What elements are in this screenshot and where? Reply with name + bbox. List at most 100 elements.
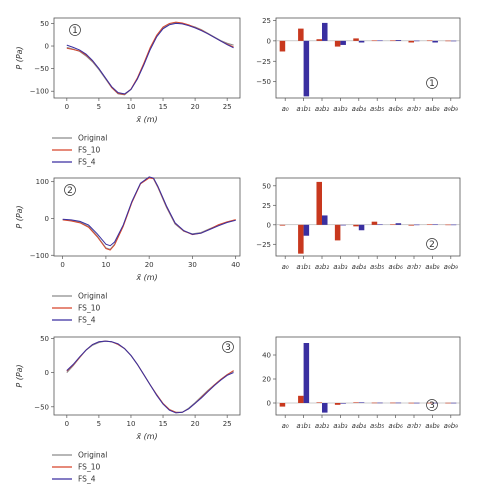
bar-a-coef	[390, 40, 396, 42]
legend-label: FS_10	[78, 304, 100, 313]
bar-a-coef	[408, 40, 414, 43]
legend-label: Original	[78, 134, 107, 143]
bar-a-coef	[279, 224, 286, 226]
bar-a-coef	[371, 40, 378, 42]
x-tick-label: 5	[97, 420, 101, 428]
bar-b-coef	[414, 40, 420, 42]
bar-b-coef	[395, 402, 402, 404]
x-tick-label: 0	[65, 420, 69, 428]
x-tick-label: 10	[127, 103, 136, 111]
x-tick-label: 10	[127, 420, 136, 428]
x-axis-label: x̃ (m)	[135, 432, 157, 441]
coef-label: a₀	[282, 422, 289, 430]
bar-a-coef	[353, 38, 359, 41]
y-tick-label: −50	[34, 403, 49, 411]
bar-a-coef	[408, 224, 414, 226]
coef-label: a₉b₉	[444, 105, 459, 113]
x-tick-label: 20	[145, 261, 154, 269]
y-tick-label: −25	[256, 58, 271, 66]
legend-label: FS_10	[78, 463, 100, 472]
bar-b-coef	[303, 343, 310, 403]
coef-label: a₄b₄	[352, 105, 367, 113]
bar-b-coef	[432, 402, 438, 404]
coef-label: a₃b₃	[333, 105, 348, 113]
bar-b-coef	[303, 40, 310, 97]
y-tick-label: 25	[262, 17, 271, 25]
bar-a-coef	[334, 40, 341, 47]
series-line-fs10	[66, 21, 234, 95]
y-tick-label: 0	[267, 400, 271, 408]
bar-b-coef	[377, 402, 383, 404]
x-tick-label: 30	[188, 261, 197, 269]
bar-b-coef	[432, 40, 438, 43]
x-tick-label: 10	[101, 261, 110, 269]
bar-b-coef	[340, 224, 346, 226]
coef-label: a₁b₁	[296, 422, 311, 430]
bar-b-coef	[377, 224, 383, 226]
coef-label: a₈b₈	[425, 263, 440, 271]
series-line-fs4	[62, 176, 236, 247]
x-axis-label: x̃ (m)	[135, 115, 157, 124]
bar-b-coef	[395, 40, 402, 41]
series-line-fs10	[66, 340, 234, 413]
panel-id-label: 2	[429, 240, 435, 250]
x-tick-label: 0	[60, 261, 64, 269]
x-tick-label: 15	[159, 420, 168, 428]
y-tick-label: −100	[30, 252, 49, 260]
bar-a-coef	[334, 224, 341, 241]
coef-label: a₁b₁	[296, 105, 311, 113]
x-tick-label: 15	[159, 103, 168, 111]
y-axis-label: P (Pa)	[15, 364, 24, 387]
y-tick-label: 50	[40, 20, 49, 28]
panel-id-label: 3	[225, 343, 231, 353]
coef-label: a₇b₇	[407, 422, 422, 430]
bar-b-coef	[322, 22, 328, 41]
coef-label: a₉b₉	[444, 422, 459, 430]
bar-b-coef	[322, 403, 328, 413]
bar-a-coef	[445, 40, 451, 42]
bar-plot-frame	[275, 17, 461, 99]
series-line-original	[66, 340, 234, 413]
bar-a-coef	[279, 40, 286, 52]
line-plot-frame	[53, 17, 241, 99]
panel-id-circle	[426, 399, 438, 411]
bar-b-coef	[358, 402, 365, 403]
bar-a-coef	[426, 40, 433, 42]
x-tick-label: 20	[191, 103, 200, 111]
y-tick-label: −100	[30, 88, 49, 96]
y-tick-label: 0	[267, 37, 271, 45]
series-line-original	[66, 21, 234, 96]
bar-a-coef	[298, 395, 304, 403]
legend-label: Original	[78, 292, 107, 301]
bar-b-coef	[395, 223, 402, 225]
panel-id-circle	[64, 184, 76, 196]
panel-id-label: 2	[67, 186, 73, 196]
bar-a-coef	[408, 402, 414, 404]
bar-a-coef	[279, 403, 286, 407]
coef-label: a₅b₅	[370, 105, 385, 113]
legend-label: FS_4	[78, 316, 96, 325]
bar-a-coef	[426, 224, 433, 226]
line-plot-frame	[53, 177, 241, 257]
y-tick-label: −50	[34, 65, 49, 73]
bar-a-coef	[298, 28, 304, 41]
line-plot-frame	[53, 336, 241, 416]
x-tick-label: 40	[231, 261, 240, 269]
bar-a-coef	[426, 402, 433, 404]
coef-label: a₈b₈	[425, 422, 440, 430]
bar-b-coef	[322, 215, 328, 225]
panel-id-circle	[69, 24, 81, 36]
bar-plot-frame	[275, 177, 461, 257]
coef-label: a₆b₆	[388, 263, 403, 271]
coef-label: a₈b₈	[425, 105, 440, 113]
coef-label: a₉b₉	[444, 263, 459, 271]
coef-label: a₆b₆	[388, 422, 403, 430]
series-line-fs4	[66, 22, 234, 95]
bar-a-coef	[390, 402, 396, 404]
bar-a-coef	[298, 224, 304, 254]
coef-label: a₇b₇	[407, 263, 422, 271]
bar-b-coef	[450, 224, 457, 226]
series-line-original	[62, 176, 236, 251]
bar-a-coef	[316, 181, 322, 225]
y-tick-label: 0	[45, 215, 49, 223]
